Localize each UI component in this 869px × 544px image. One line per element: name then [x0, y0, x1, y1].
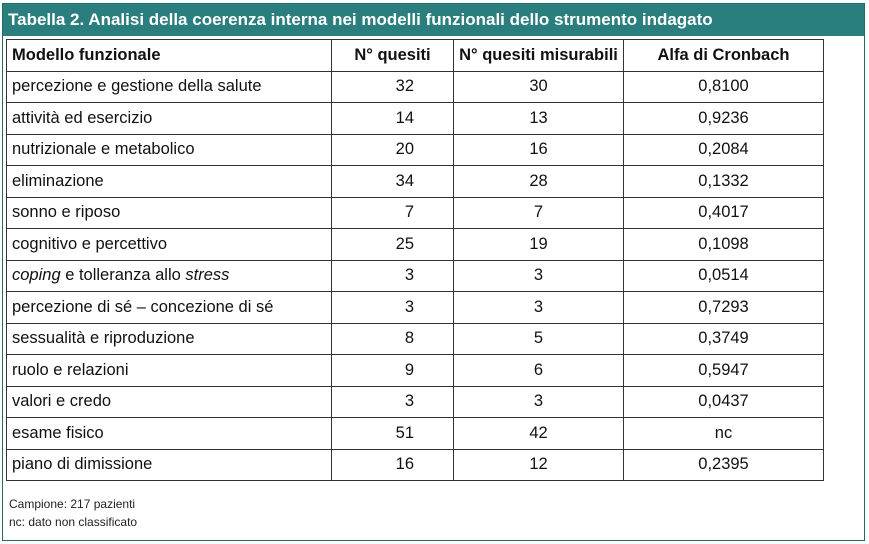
cell-alfa: 0,8100: [623, 70, 824, 103]
cell-quesiti: 9: [331, 354, 454, 387]
table-row: eliminazione 34 28 0,1332: [6, 165, 824, 198]
cell-model: sessualità e riproduzione: [6, 322, 332, 355]
table-frame: Tabella 2. Analisi della coerenza intern…: [2, 3, 865, 541]
cell-quesiti: 32: [331, 70, 454, 103]
cell-model: coping e tolleranza allo stress: [6, 259, 332, 292]
cell-quesiti: 16: [331, 448, 454, 481]
cell-model: esame fisico: [6, 417, 332, 450]
cell-misurabili: 3: [453, 291, 624, 324]
cell-alfa: 0,2395: [623, 448, 824, 481]
cell-quesiti: 51: [331, 417, 454, 450]
cell-quesiti: 25: [331, 228, 454, 261]
model-italic-stress: stress: [185, 266, 230, 285]
table-row: attività ed esercizio 14 13 0,9236: [6, 102, 824, 135]
note-nc: nc: dato non classificato: [9, 515, 138, 529]
cell-misurabili: 5: [453, 322, 624, 355]
cell-alfa: 0,1332: [623, 165, 824, 198]
table-row: percezione di sé – concezione di sé 3 3 …: [6, 291, 824, 324]
table-row: piano di dimissione 16 12 0,2395: [6, 448, 824, 481]
cell-model: valori e credo: [6, 385, 332, 418]
cell-alfa: 0,1098: [623, 228, 824, 261]
cell-misurabili: 42: [453, 417, 624, 450]
table-row: sonno e riposo 7 7 0,4017: [6, 196, 824, 229]
column-header-modello: Modello funzionale: [6, 39, 332, 72]
cell-model: nutrizionale e metabolico: [6, 133, 332, 166]
cell-model: ruolo e relazioni: [6, 354, 332, 387]
cell-quesiti: 3: [331, 259, 454, 292]
cell-alfa: 0,2084: [623, 133, 824, 166]
cell-quesiti: 14: [331, 102, 454, 135]
column-header-quesiti: N° quesiti: [331, 39, 454, 72]
column-header-alfa: Alfa di Cronbach: [623, 39, 824, 72]
cell-misurabili: 30: [453, 70, 624, 103]
cell-model: piano di dimissione: [6, 448, 332, 481]
table-row: percezione e gestione della salute 32 30…: [6, 70, 824, 103]
model-italic-coping: coping: [12, 266, 61, 285]
cell-model: cognitivo e percettivo: [6, 228, 332, 261]
cell-alfa: 0,0514: [623, 259, 824, 292]
cell-misurabili: 16: [453, 133, 624, 166]
cell-alfa: 0,5947: [623, 354, 824, 387]
cell-quesiti: 34: [331, 165, 454, 198]
table-row: sessualità e riproduzione 8 5 0,3749: [6, 322, 824, 355]
cell-misurabili: 19: [453, 228, 624, 261]
table-row: nutrizionale e metabolico 20 16 0,2084: [6, 133, 824, 166]
data-table: Modello funzionale N° quesiti N° quesiti…: [6, 39, 824, 481]
cell-alfa: 0,4017: [623, 196, 824, 229]
cell-misurabili: 7: [453, 196, 624, 229]
cell-alfa: 0,0437: [623, 385, 824, 418]
table-row: esame fisico 51 42 nc: [6, 417, 824, 450]
cell-quesiti: 3: [331, 291, 454, 324]
cell-quesiti: 3: [331, 385, 454, 418]
cell-misurabili: 13: [453, 102, 624, 135]
table-title: Tabella 2. Analisi della coerenza intern…: [3, 4, 864, 36]
cell-misurabili: 12: [453, 448, 624, 481]
cell-misurabili: 28: [453, 165, 624, 198]
table-notes: Campione: 217 pazienti nc: dato non clas…: [9, 495, 137, 531]
cell-model: attività ed esercizio: [6, 102, 332, 135]
cell-alfa: 0,7293: [623, 291, 824, 324]
cell-model: percezione e gestione della salute: [6, 70, 332, 103]
table-row: valori e credo 3 3 0,0437: [6, 385, 824, 418]
cell-quesiti: 20: [331, 133, 454, 166]
cell-quesiti: 8: [331, 322, 454, 355]
cell-misurabili: 6: [453, 354, 624, 387]
cell-misurabili: 3: [453, 259, 624, 292]
model-text: e tolleranza allo: [60, 266, 186, 285]
table-row: ruolo e relazioni 9 6 0,5947: [6, 354, 824, 387]
cell-misurabili: 3: [453, 385, 624, 418]
cell-quesiti: 7: [331, 196, 454, 229]
note-sample: Campione: 217 pazienti: [9, 497, 136, 511]
header-row: Modello funzionale N° quesiti N° quesiti…: [6, 39, 824, 72]
cell-model: sonno e riposo: [6, 196, 332, 229]
table-row: coping e tolleranza allo stress 3 3 0,05…: [6, 259, 824, 292]
cell-model: eliminazione: [6, 165, 332, 198]
cell-alfa: 0,3749: [623, 322, 824, 355]
cell-alfa: 0,9236: [623, 102, 824, 135]
table-row: cognitivo e percettivo 25 19 0,1098: [6, 228, 824, 261]
cell-model: percezione di sé – concezione di sé: [6, 291, 332, 324]
cell-alfa: nc: [623, 417, 824, 450]
column-header-misurabili: N° quesiti misurabili: [453, 39, 624, 72]
